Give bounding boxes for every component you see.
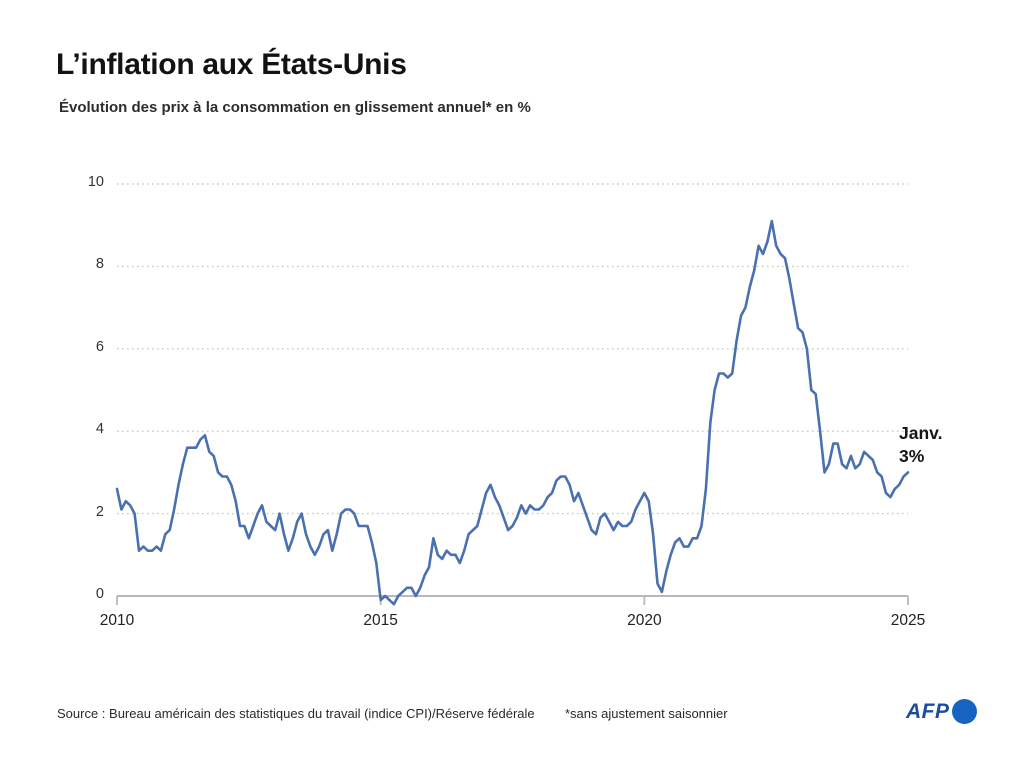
inflation-series-line bbox=[115, 219, 910, 606]
source-text: Source : Bureau américain des statistiqu… bbox=[57, 706, 535, 721]
y-axis-label-2: 2 bbox=[95, 503, 104, 520]
y-axis-label-8: 8 bbox=[95, 256, 104, 273]
afp-logo-circle-icon bbox=[951, 699, 977, 724]
x-axis-label-2010: 2010 bbox=[99, 612, 135, 629]
y-axis-label-0: 0 bbox=[95, 586, 104, 602]
y-axis-label-4: 4 bbox=[95, 421, 104, 438]
afp-logo: AFP bbox=[906, 698, 977, 725]
latest-value-annotation: Janv. 3% bbox=[899, 422, 942, 468]
x-axis-label-2015: 2015 bbox=[363, 612, 398, 629]
x-axis-label-2020: 2020 bbox=[627, 612, 662, 629]
annotation-value: 3% bbox=[899, 446, 925, 466]
chart-title: L’inflation aux États-Unis bbox=[56, 48, 407, 81]
annotation-month: Janv. bbox=[899, 423, 943, 443]
y-axis-label-10: 10 bbox=[87, 174, 104, 190]
x-axis-label-2025: 2025 bbox=[890, 612, 926, 629]
afp-logo-text: AFP bbox=[906, 699, 950, 723]
footnote-text: *sans ajustement saisonnier bbox=[565, 706, 728, 721]
chart-subtitle: Évolution des prix à la consommation en … bbox=[59, 99, 531, 116]
y-axis-label-6: 6 bbox=[95, 338, 104, 355]
